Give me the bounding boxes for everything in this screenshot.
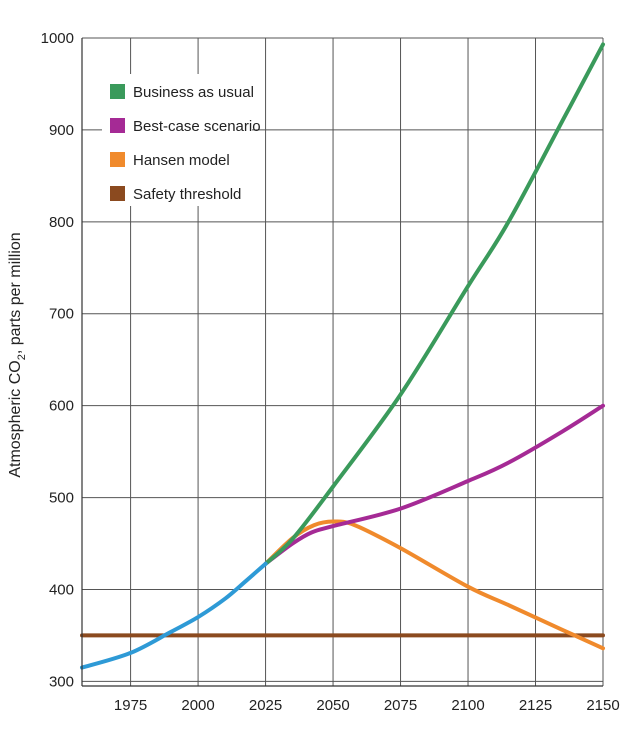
- x-tick-label-2075: 2075: [384, 697, 417, 714]
- x-axis-ticks: 1975 2000 2025 2050 2075 2100 2125 2150: [114, 697, 620, 714]
- x-tick-label-1975: 1975: [114, 697, 147, 714]
- y-tick-label-800: 800: [49, 214, 74, 231]
- x-tick-label-2050: 2050: [316, 697, 349, 714]
- legend-swatch-safety-threshold: [110, 186, 125, 201]
- axes: [81, 38, 603, 687]
- legend-swatch-best-case-scenario: [110, 118, 125, 133]
- x-tick-label-2125: 2125: [519, 697, 552, 714]
- y-tick-label-1000: 1000: [41, 30, 74, 47]
- x-tick-label-2000: 2000: [181, 697, 214, 714]
- y-tick-label-400: 400: [49, 581, 74, 598]
- y-axis-label-suffix: , parts per million: [7, 232, 24, 354]
- legend: Business as usual Best-case scenario Hanse…: [110, 84, 261, 203]
- grid-lines: [82, 37, 604, 686]
- legend-label-business-as-usual: Business as usual: [133, 84, 254, 101]
- series-lines: [80, 42, 605, 670]
- series-line-business-as-usual: [263, 42, 605, 566]
- series-line-best-case-scenario: [263, 403, 605, 566]
- y-tick-label-500: 500: [49, 490, 74, 507]
- y-tick-label-700: 700: [49, 306, 74, 323]
- y-axis-label: Atmospheric CO2, parts per million: [7, 232, 28, 477]
- y-axis-ticks: 300 400 500 600 700 800 900 1000: [41, 30, 74, 690]
- x-tick-label-2150: 2150: [586, 697, 619, 714]
- y-tick-label-900: 900: [49, 122, 74, 139]
- legend-label-safety-threshold: Safety threshold: [133, 186, 241, 203]
- y-axis-label-main: Atmospheric CO: [7, 360, 24, 477]
- series-line-historical: [80, 561, 268, 670]
- legend-label-hansen-model: Hansen model: [133, 152, 230, 169]
- legend-label-best-case-scenario: Best-case scenario: [133, 118, 261, 135]
- x-tick-label-2100: 2100: [451, 697, 484, 714]
- legend-background: [102, 74, 252, 206]
- series-line-hansen-model: [263, 519, 605, 651]
- x-tick-label-2025: 2025: [249, 697, 282, 714]
- y-axis-label-subscript: 2: [16, 354, 28, 360]
- y-tick-label-300: 300: [49, 673, 74, 690]
- legend-swatch-hansen-model: [110, 152, 125, 167]
- legend-swatch-business-as-usual: [110, 84, 125, 99]
- y-tick-label-600: 600: [49, 398, 74, 415]
